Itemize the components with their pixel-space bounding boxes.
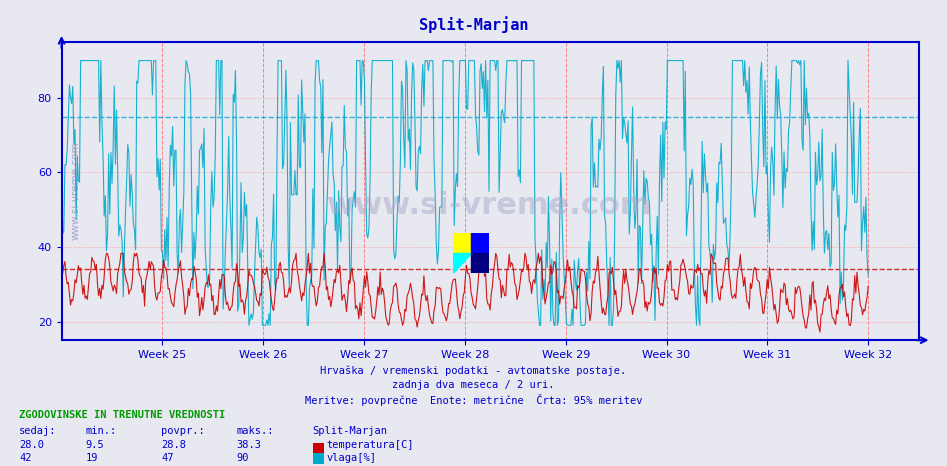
Text: 42: 42 (19, 453, 31, 463)
Polygon shape (471, 233, 489, 253)
Text: Split-Marjan: Split-Marjan (419, 16, 528, 33)
Text: www.si-vreme.com: www.si-vreme.com (328, 192, 652, 220)
Text: min.:: min.: (85, 426, 116, 436)
Text: 47: 47 (161, 453, 173, 463)
Polygon shape (453, 253, 471, 273)
Text: vlaga[%]: vlaga[%] (327, 453, 377, 463)
Polygon shape (453, 233, 471, 253)
Text: Split-Marjan: Split-Marjan (313, 426, 387, 436)
Text: Hrvaška / vremenski podatki - avtomatske postaje.: Hrvaška / vremenski podatki - avtomatske… (320, 366, 627, 377)
Text: 28.0: 28.0 (19, 440, 44, 450)
Text: ZGODOVINSKE IN TRENUTNE VREDNOSTI: ZGODOVINSKE IN TRENUTNE VREDNOSTI (19, 410, 225, 420)
Text: sedaj:: sedaj: (19, 426, 57, 436)
Text: maks.:: maks.: (237, 426, 275, 436)
Text: 9.5: 9.5 (85, 440, 104, 450)
Text: povpr.:: povpr.: (161, 426, 205, 436)
Text: 90: 90 (237, 453, 249, 463)
Text: Meritve: povprečne  Enote: metrične  Črta: 95% meritev: Meritve: povprečne Enote: metrične Črta:… (305, 394, 642, 406)
Text: 19: 19 (85, 453, 98, 463)
Polygon shape (471, 253, 489, 273)
Text: 38.3: 38.3 (237, 440, 261, 450)
Text: temperatura[C]: temperatura[C] (327, 440, 414, 450)
Text: 28.8: 28.8 (161, 440, 186, 450)
Text: www.si-vreme.com: www.si-vreme.com (70, 142, 80, 240)
Text: zadnja dva meseca / 2 uri.: zadnja dva meseca / 2 uri. (392, 380, 555, 390)
